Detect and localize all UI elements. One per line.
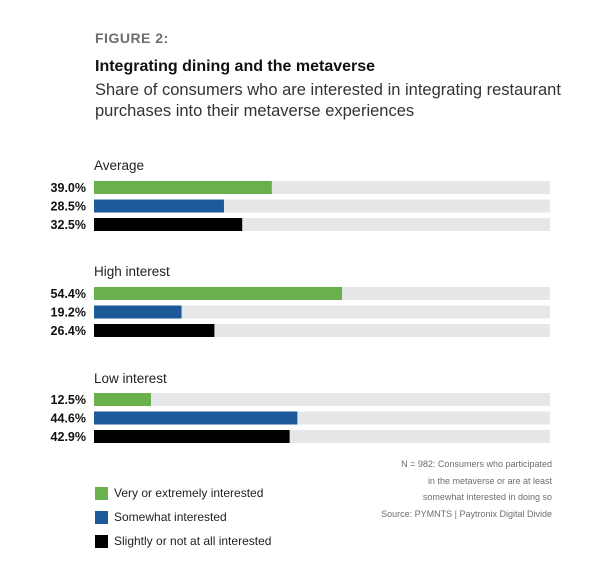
bar-high-interest-very-or-extremely-interested: [94, 287, 343, 300]
note-line-3: somewhat interested in doing so: [422, 492, 552, 502]
legend-label-somewhat-interested: Somewhat interested: [114, 510, 227, 524]
legend-item-slightly-interested: Slightly or not at all interested: [95, 529, 271, 553]
bar-average-somewhat-interested: [94, 199, 224, 213]
value-label-low-interest-slightly-or-not-at-all-interested: 42.9%: [51, 430, 86, 444]
chart-subtitle: Share of consumers who are interested in…: [95, 81, 561, 120]
value-label-low-interest-very-or-extremely-interested: 12.5%: [51, 393, 86, 407]
bar-low-interest-somewhat-interested: [94, 411, 298, 425]
group-label-high-interest: High interest: [94, 264, 170, 279]
legend-swatch-somewhat-interested: [95, 510, 108, 524]
bar-chart: Average 39.0% 28.5% 32.5% High interest 54.4%…: [51, 158, 550, 444]
value-label-average-very-or-extremely-interested: 39.0%: [51, 181, 86, 195]
value-label-high-interest-somewhat-interested: 19.2%: [51, 306, 86, 320]
legend-item-very-interested: Very or extremely interested: [95, 481, 271, 505]
note-line-2: in the metaverse or are at least: [427, 475, 552, 486]
chart-title: Integrating dining and the metaverse: [95, 58, 376, 75]
legend-swatch-very-interested: [95, 486, 108, 500]
source-note: N = 982: Consumers who participated in t…: [330, 456, 552, 522]
note-source: Source: PYMNTS | Paytronix Digital Divid…: [381, 508, 552, 519]
figure-label: FIGURE 2:: [95, 30, 169, 46]
value-label-average-somewhat-interested: 28.5%: [51, 200, 86, 214]
legend-label-slightly-interested: Slightly or not at all interested: [114, 534, 272, 548]
bar-high-interest-slightly-or-not-at-all-interested: [94, 324, 215, 337]
note-line-1: N = 982: Consumers who participated: [401, 459, 552, 469]
legend-swatch-slightly-interested: [95, 534, 108, 548]
value-label-average-slightly-or-not-at-all-interested: 32.5%: [51, 218, 86, 232]
value-label-high-interest-very-or-extremely-interested: 54.4%: [51, 287, 86, 301]
bar-average-slightly-or-not-at-all-interested: [94, 218, 243, 231]
bar-track: [94, 393, 550, 406]
bar-track: [94, 305, 550, 319]
bar-low-interest-slightly-or-not-at-all-interested: [94, 430, 290, 443]
bar-high-interest-somewhat-interested: [94, 305, 182, 319]
bar-average-very-or-extremely-interested: [94, 181, 272, 194]
value-label-high-interest-slightly-or-not-at-all-interested: 26.4%: [51, 324, 86, 338]
group-label-low-interest: Low interest: [94, 371, 167, 386]
legend-label-very-interested: Very or extremely interested: [114, 486, 264, 500]
legend-item-somewhat-interested: Somewhat interested: [95, 505, 271, 529]
bar-low-interest-very-or-extremely-interested: [94, 393, 151, 406]
value-label-low-interest-somewhat-interested: 44.6%: [51, 412, 86, 426]
chart-legend: Very or extremely interested Somewhat in…: [95, 481, 271, 553]
group-label-average: Average: [94, 158, 144, 173]
